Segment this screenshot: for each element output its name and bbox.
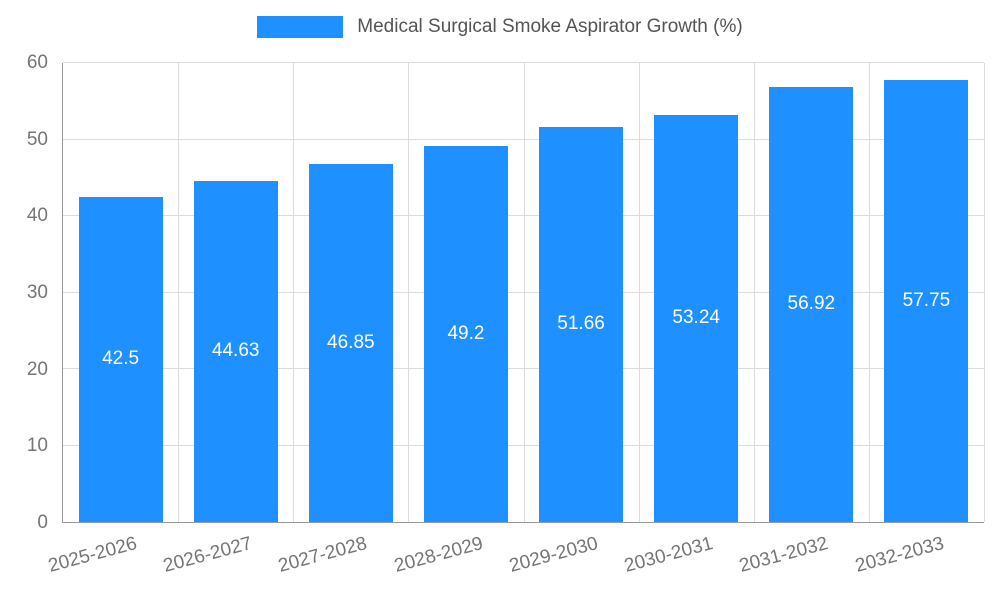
x-slot: 2028-2029	[392, 523, 523, 600]
gridline-horizontal	[63, 444, 984, 446]
bar: 42.5	[78, 196, 163, 522]
y-tick-label: 30	[26, 282, 48, 303]
bar-value-label: 57.75	[902, 290, 951, 312]
gridline-horizontal	[63, 368, 984, 370]
bar-value-label: 49.2	[447, 322, 485, 344]
bar-value-label: 51.66	[557, 313, 605, 335]
gridline-horizontal	[63, 138, 984, 140]
bar: 51.66	[539, 126, 624, 522]
bar: 56.92	[769, 86, 854, 522]
bar-slot: 44.63	[178, 63, 293, 522]
x-slot: 2026-2027	[161, 523, 292, 600]
bar-value-label: 46.85	[327, 331, 375, 353]
x-slot: 2025-2026	[46, 523, 177, 600]
bar-slot: 49.2	[408, 63, 523, 522]
x-slot: 2029-2030	[507, 523, 638, 600]
bar-slot: 42.5	[63, 63, 178, 522]
x-slot: 2031-2032	[737, 523, 869, 600]
legend: Medical Surgical Smoke Aspirator Growth …	[0, 16, 1000, 38]
y-tick-label: 50	[26, 128, 48, 150]
gridline-horizontal	[63, 62, 984, 63]
y-tick-label: 20	[26, 358, 48, 380]
bar: 57.75	[884, 80, 969, 522]
chart-title: Medical Surgical Smoke Aspirator Growth …	[357, 16, 743, 37]
gridline-vertical	[753, 63, 755, 522]
x-slot: 2032-2033	[853, 523, 984, 600]
gridline-vertical	[408, 63, 410, 522]
bar-value-label: 42.5	[102, 348, 140, 370]
gridline-vertical	[293, 63, 295, 522]
y-tick-label: 60	[26, 52, 48, 73]
bar-value-label: 53.24	[672, 307, 720, 329]
legend-swatch	[257, 16, 344, 38]
plot-area: 42.5 44.63 46.85 49.2 51.66 53.24 56.92 57.75	[62, 62, 985, 523]
y-tick-label: 40	[26, 205, 48, 227]
bar-slot: 57.75	[869, 63, 984, 522]
bar: 44.63	[193, 180, 278, 522]
x-tick-label: 2025-2026	[45, 533, 140, 577]
gridline-horizontal	[63, 215, 984, 217]
gridline-vertical	[638, 63, 640, 522]
bar-slot: 51.66	[524, 63, 639, 522]
bar-value-label: 44.63	[211, 340, 260, 362]
gridline-vertical	[178, 63, 180, 522]
bar-slot: 46.85	[293, 63, 408, 522]
bar: 46.85	[308, 163, 393, 522]
bar: 49.2	[423, 145, 508, 522]
y-tick-label: 0	[37, 512, 48, 533]
plot-wrap: 42.5 44.63 46.85 49.2 51.66 53.24 56.92 57.75 0…	[27, 53, 985, 577]
x-slot: 2027-2028	[276, 523, 408, 600]
bar-slot: 56.92	[754, 63, 869, 522]
bar: 53.24	[654, 114, 739, 522]
gridline-vertical	[984, 63, 985, 522]
bar-slot: 53.24	[639, 63, 754, 522]
bar-series: 42.5 44.63 46.85 49.2 51.66 53.24 56.92 57.75	[63, 63, 984, 522]
gridline-vertical	[523, 63, 525, 522]
x-axis: 2025-2026 2026-2027 2027-2028 2028-2029 2029…	[46, 523, 984, 600]
gridline-horizontal	[63, 291, 984, 293]
y-tick-label: 10	[26, 435, 48, 457]
x-slot: 2030-2031	[622, 523, 753, 600]
bar-value-label: 56.92	[787, 293, 836, 315]
gridline-vertical	[868, 63, 870, 522]
